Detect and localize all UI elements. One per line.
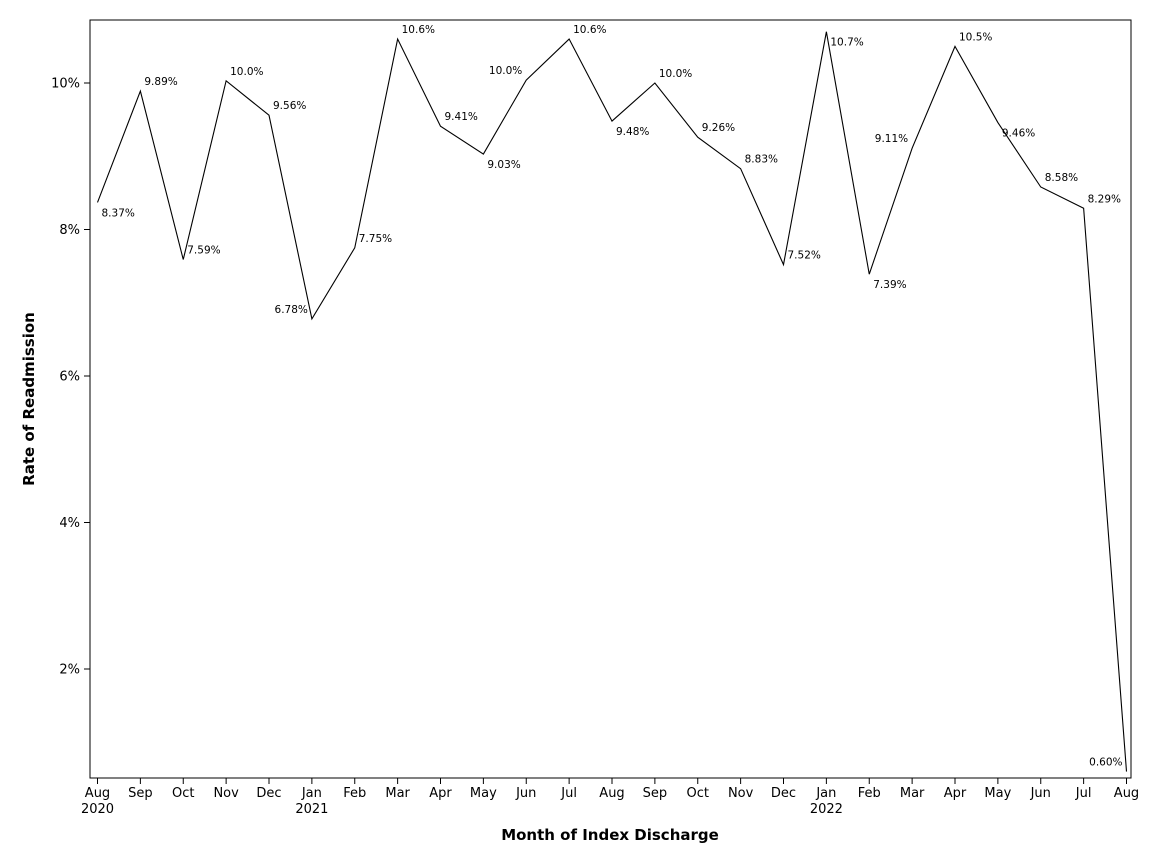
x-tick-label: Feb: [858, 786, 881, 801]
series-line: [96, 31, 1128, 772]
x-tick-label: Nov: [728, 786, 754, 801]
data-label: 8.58%: [1045, 172, 1078, 184]
x-tick-label: Oct: [172, 786, 194, 801]
data-label: 7.52%: [788, 250, 821, 262]
x-tick-label: Apr: [429, 786, 452, 801]
data-label: 10.0%: [230, 66, 263, 78]
plot-frame: [89, 19, 1132, 779]
x-tick-label: Nov: [213, 786, 239, 801]
x-year-label: 2021: [295, 802, 328, 817]
data-label: 9.11%: [875, 133, 908, 145]
data-label: 9.03%: [487, 159, 520, 171]
x-tick-label: Dec: [771, 786, 796, 801]
x-axis-title: Month of Index Discharge: [501, 826, 719, 844]
x-tick-label: May: [984, 786, 1011, 801]
y-tick-label: 10%: [51, 77, 80, 92]
data-label: 10.0%: [489, 65, 522, 77]
data-label: 6.78%: [275, 304, 308, 316]
x-tick-label: Jul: [560, 786, 577, 801]
data-labels: 8.37% 9.89% 7.59% 10.0% 9.56% 6.78% 7.75% 10.6%…: [102, 24, 1123, 769]
x-tick-label: Jun: [515, 786, 536, 801]
y-tick-label: 6%: [59, 370, 80, 385]
data-label: 9.48%: [616, 126, 649, 138]
x-tick-label: Jan: [815, 786, 836, 801]
x-tick-label: Apr: [944, 786, 967, 801]
data-label: 7.75%: [359, 233, 392, 245]
data-label: 9.56%: [273, 100, 306, 112]
x-tick-label: Jun: [1030, 786, 1051, 801]
data-label: 9.26%: [702, 122, 735, 134]
x-tick-label: Oct: [687, 786, 709, 801]
data-label: 8.83%: [745, 154, 778, 166]
x-tick-label: Dec: [256, 786, 281, 801]
data-label: 10.5%: [959, 31, 992, 43]
data-label: 10.6%: [573, 24, 606, 36]
x-tick-label: Mar: [385, 786, 410, 801]
data-label: 9.89%: [144, 76, 177, 88]
data-label: 9.41%: [445, 111, 478, 123]
data-label: 8.29%: [1088, 193, 1121, 205]
x-tick-label: Aug: [599, 786, 624, 801]
x-tick-label: Jul: [1075, 786, 1092, 801]
x-tick-label: Feb: [343, 786, 366, 801]
data-label: 8.37%: [102, 207, 135, 219]
data-label: 0.60%: [1089, 757, 1122, 769]
x-tick-label: Jan: [301, 786, 322, 801]
data-label: 10.7%: [830, 37, 863, 49]
x-tick-label: Sep: [643, 786, 668, 801]
x-tick-label: Sep: [128, 786, 153, 801]
x-year-label: 2020: [81, 802, 114, 817]
x-tick-label: Aug: [1114, 786, 1139, 801]
x-tick-label: Aug: [85, 786, 110, 801]
y-axis: 2% 4% 6% 8% 10%: [51, 77, 90, 678]
data-label: 10.0%: [659, 68, 692, 80]
y-tick-label: 8%: [59, 223, 80, 238]
x-tick-label: Mar: [900, 786, 925, 801]
data-label: 7.39%: [873, 279, 906, 291]
y-tick-label: 2%: [59, 663, 80, 678]
x-year-label: 2022: [810, 802, 843, 817]
data-label: 9.46%: [1002, 128, 1035, 140]
data-label: 7.59%: [187, 245, 220, 257]
data-label: 10.6%: [402, 24, 435, 36]
x-tick-label: May: [470, 786, 497, 801]
y-tick-label: 4%: [59, 516, 80, 531]
y-axis-title: Rate of Readmission: [20, 312, 38, 486]
